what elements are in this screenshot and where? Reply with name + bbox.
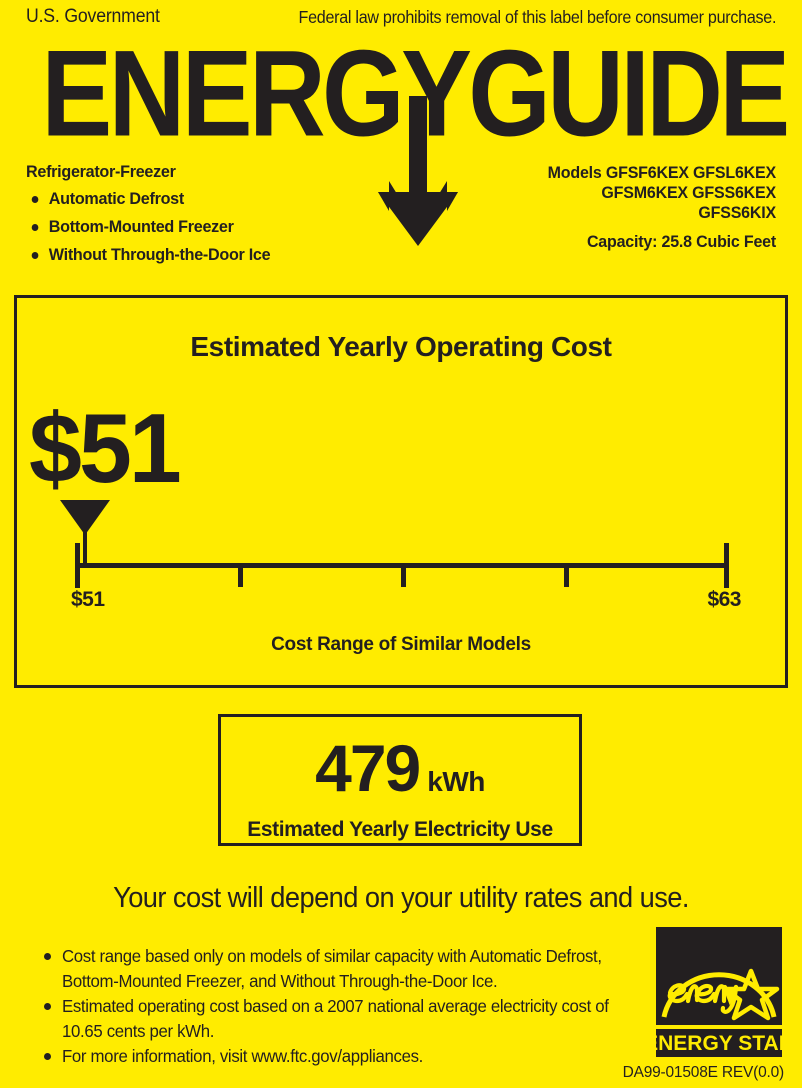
footnote-item: Cost range based only on models of simil… bbox=[40, 944, 640, 993]
bullet-icon bbox=[31, 196, 39, 203]
footnote-text: Estimated operating cost based on a 2007… bbox=[62, 996, 609, 1041]
operating-cost-value: $51 bbox=[29, 393, 182, 503]
tagline-text: Your cost will depend on your utility ra… bbox=[113, 882, 689, 914]
scale-tick-1 bbox=[238, 567, 243, 587]
models-line-1: Models GFSF6KEX GFSL6KEX bbox=[547, 164, 777, 182]
electricity-use-panel: 479 kWh Estimated Yearly Electricity Use bbox=[218, 714, 582, 846]
cost-range-caption: Cost Range of Similar Models bbox=[271, 634, 531, 655]
header-row: U.S. Government Federal law prohibits re… bbox=[0, 6, 802, 32]
footnote-item: For more information, visit www.ftc.gov/… bbox=[40, 1044, 640, 1069]
electricity-use-unit: kWh bbox=[427, 766, 485, 797]
cost-marker-triangle-icon bbox=[60, 500, 110, 535]
scale-tick-2 bbox=[401, 567, 406, 587]
footnote-item: Estimated operating cost based on a 2007… bbox=[40, 994, 640, 1043]
feature-item: Automatic Defrost bbox=[26, 189, 340, 209]
feature-label: Automatic Defrost bbox=[48, 189, 184, 208]
bullet-icon bbox=[31, 224, 39, 231]
models-line-3: GFSS6KIX bbox=[698, 204, 776, 222]
bullet-icon bbox=[44, 1003, 51, 1010]
feature-label: Bottom-Mounted Freezer bbox=[48, 217, 234, 236]
scale-tick-end bbox=[724, 543, 729, 588]
feature-label: Without Through-the-Door Ice bbox=[48, 245, 271, 264]
models-line-2: GFSM6KEX GFSS6KEX bbox=[601, 184, 776, 202]
operating-cost-panel: Estimated Yearly Operating Cost $51 $51 … bbox=[14, 295, 788, 688]
legal-notice-text: Federal law prohibits removal of this la… bbox=[298, 7, 776, 27]
product-type: Refrigerator-Freezer bbox=[26, 162, 176, 181]
electricity-use-line: 479 kWh bbox=[221, 730, 579, 806]
down-arrow-icon bbox=[368, 96, 468, 246]
scale-low-label: $51 bbox=[71, 588, 105, 611]
bullet-icon bbox=[44, 953, 51, 960]
model-numbers: Models GFSF6KEX GFSL6KEX GFSM6KEX GFSS6K… bbox=[436, 163, 777, 252]
cost-scale-axis bbox=[75, 563, 729, 568]
energy-star-bar-text: ENERGY STAR bbox=[652, 1032, 786, 1055]
bullet-icon bbox=[44, 1053, 51, 1060]
part-number-text: DA99-01508E REV(0.0) bbox=[622, 1064, 785, 1081]
capacity-text: Capacity: 25.8 Cubic Feet bbox=[586, 233, 776, 251]
agency-text: U.S. Government bbox=[26, 6, 160, 27]
scale-high-label: $63 bbox=[707, 588, 741, 611]
bullet-icon bbox=[31, 252, 39, 259]
scale-tick-3 bbox=[564, 567, 569, 587]
feature-item: Without Through-the-Door Ice bbox=[26, 245, 340, 265]
footnote-text: Cost range based only on models of simil… bbox=[62, 946, 602, 991]
scale-tick-start bbox=[75, 543, 80, 588]
energy-star-logo: ENERGY STAR bbox=[652, 925, 786, 1059]
feature-item: Bottom-Mounted Freezer bbox=[26, 217, 340, 237]
footnote-text: For more information, visit www.ftc.gov/… bbox=[62, 1046, 424, 1066]
electricity-use-value: 479 bbox=[315, 731, 421, 805]
footnotes-list: Cost range based only on models of simil… bbox=[40, 944, 640, 1070]
product-description: Refrigerator-Freezer Automatic Defrost B… bbox=[26, 162, 356, 273]
electricity-use-caption: Estimated Yearly Electricity Use bbox=[247, 818, 553, 841]
operating-cost-title: Estimated Yearly Operating Cost bbox=[190, 331, 612, 362]
cost-marker-stem bbox=[83, 531, 87, 567]
